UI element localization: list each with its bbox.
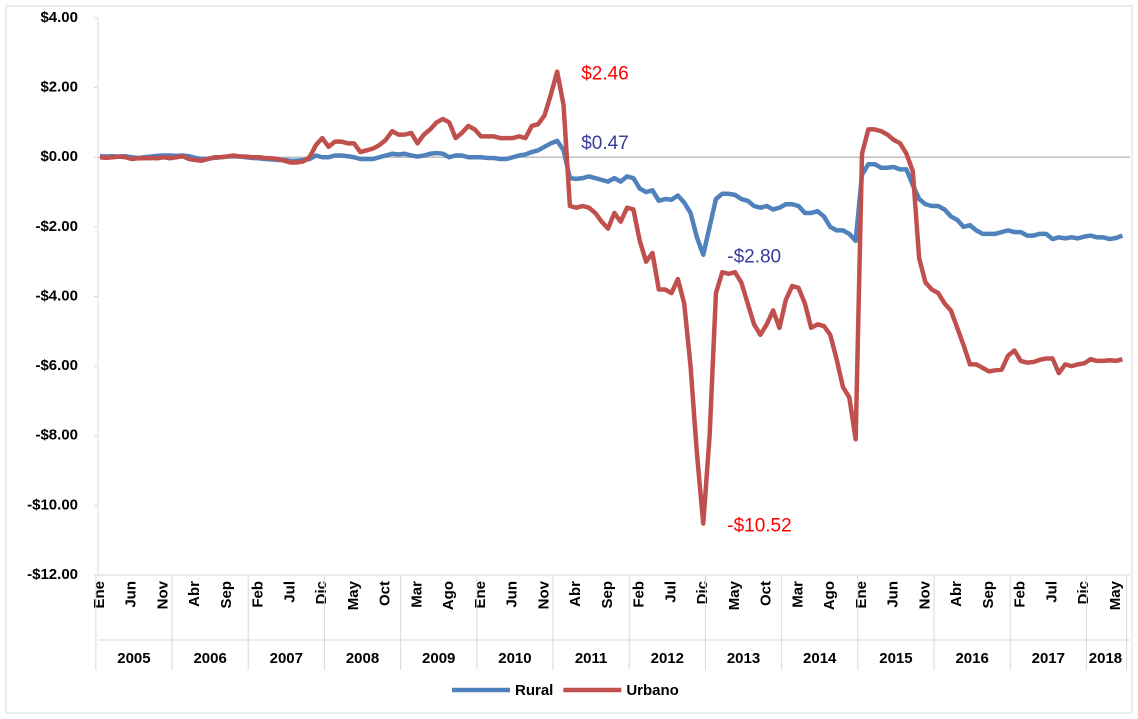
year-label: 2008 bbox=[346, 650, 379, 667]
year-label: 2005 bbox=[117, 650, 150, 667]
y-tick-label: -$12.00 bbox=[27, 566, 78, 583]
x-tick-label: Abr bbox=[186, 581, 203, 607]
x-tick-label: Sep bbox=[218, 581, 235, 609]
year-label: 2016 bbox=[955, 650, 988, 667]
y-tick-label: $2.00 bbox=[40, 79, 78, 96]
x-tick-label: Jul bbox=[662, 581, 679, 603]
x-tick-label: May bbox=[345, 580, 362, 610]
annotation: $0.47 bbox=[581, 133, 629, 154]
x-tick-label: May bbox=[1107, 580, 1124, 610]
year-label: 2010 bbox=[498, 650, 531, 667]
x-tick-label: Ene bbox=[472, 581, 489, 609]
x-tick-label: Oct bbox=[758, 581, 775, 606]
x-tick-label: Abr bbox=[948, 581, 965, 607]
x-tick-label: Oct bbox=[377, 581, 394, 606]
x-tick-label: Dic bbox=[313, 581, 330, 604]
x-tick-label: Abr bbox=[567, 581, 584, 607]
y-tick-label: -$2.00 bbox=[35, 218, 78, 235]
chart-border bbox=[5, 5, 1133, 714]
x-tick-label: Sep bbox=[599, 581, 616, 609]
x-tick-label: Ene bbox=[91, 581, 108, 609]
y-tick-label: -$8.00 bbox=[35, 427, 78, 444]
x-tick-label: Nov bbox=[535, 580, 552, 609]
x-tick-label: Nov bbox=[154, 580, 171, 609]
x-tick-label: Jun bbox=[885, 581, 902, 608]
x-tick-label: Ago bbox=[821, 581, 838, 610]
year-label: 2014 bbox=[803, 650, 837, 667]
annotation: -$2.80 bbox=[727, 247, 781, 268]
annotation: $2.46 bbox=[581, 64, 629, 85]
x-tick-label: Sep bbox=[980, 581, 997, 609]
series-line bbox=[99, 69, 1123, 526]
year-label: 2011 bbox=[575, 650, 608, 667]
x-tick-label: Jun bbox=[123, 581, 140, 608]
y-tick-label: $4.00 bbox=[40, 9, 78, 26]
x-tick-label: Jun bbox=[504, 581, 521, 608]
y-tick-label: -$6.00 bbox=[35, 357, 78, 374]
year-label: 2006 bbox=[193, 650, 226, 667]
x-tick-label: Feb bbox=[250, 581, 267, 608]
year-label: 2007 bbox=[270, 650, 303, 667]
x-tick-label: Nov bbox=[916, 580, 933, 609]
legend-label: Rural bbox=[515, 682, 553, 699]
x-tick-label: Feb bbox=[631, 581, 648, 608]
x-tick-label: Mar bbox=[408, 581, 425, 608]
x-tick-label: Mar bbox=[789, 581, 806, 608]
x-tick-label: May bbox=[726, 580, 743, 610]
y-tick-label: $0.00 bbox=[40, 148, 78, 165]
x-tick-label: Ago bbox=[440, 581, 457, 610]
y-tick-label: -$4.00 bbox=[35, 287, 78, 304]
year-label: 2017 bbox=[1032, 650, 1065, 667]
year-label: 2018 bbox=[1089, 650, 1122, 667]
y-tick-label: -$10.00 bbox=[27, 496, 78, 513]
x-tick-label: Ene bbox=[853, 581, 870, 609]
annotation: -$10.52 bbox=[727, 515, 791, 536]
x-tick-label: Dic bbox=[1075, 581, 1092, 604]
year-label: 2012 bbox=[651, 650, 684, 667]
year-label: 2015 bbox=[879, 650, 912, 667]
x-tick-label: Jul bbox=[1043, 581, 1060, 603]
legend-label: Urbano bbox=[626, 682, 679, 699]
x-tick-label: Feb bbox=[1012, 581, 1029, 608]
x-tick-label: Jul bbox=[281, 581, 298, 603]
year-label: 2013 bbox=[727, 650, 760, 667]
x-tick-label: Dic bbox=[694, 581, 711, 604]
year-label: 2009 bbox=[422, 650, 455, 667]
